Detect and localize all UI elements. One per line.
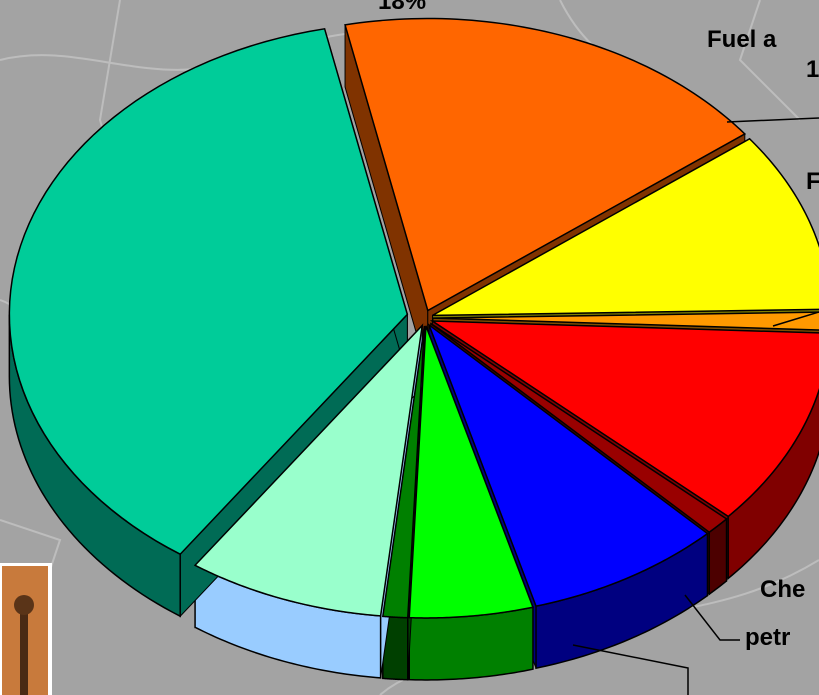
annotation: 18%: [378, 0, 426, 15]
annotation: Fuel a: [707, 26, 777, 53]
annotation: F: [806, 168, 819, 195]
thumbnail: [0, 563, 52, 695]
pie: [9, 19, 819, 680]
chart: 18% Fuel a 1 F Che petr: [0, 0, 819, 695]
annotation: Che: [760, 576, 805, 603]
page: {"chart_data": {"type": "pie3d", "values…: [0, 0, 819, 695]
annotation: petr: [745, 624, 790, 651]
annotation: 1: [806, 56, 819, 83]
